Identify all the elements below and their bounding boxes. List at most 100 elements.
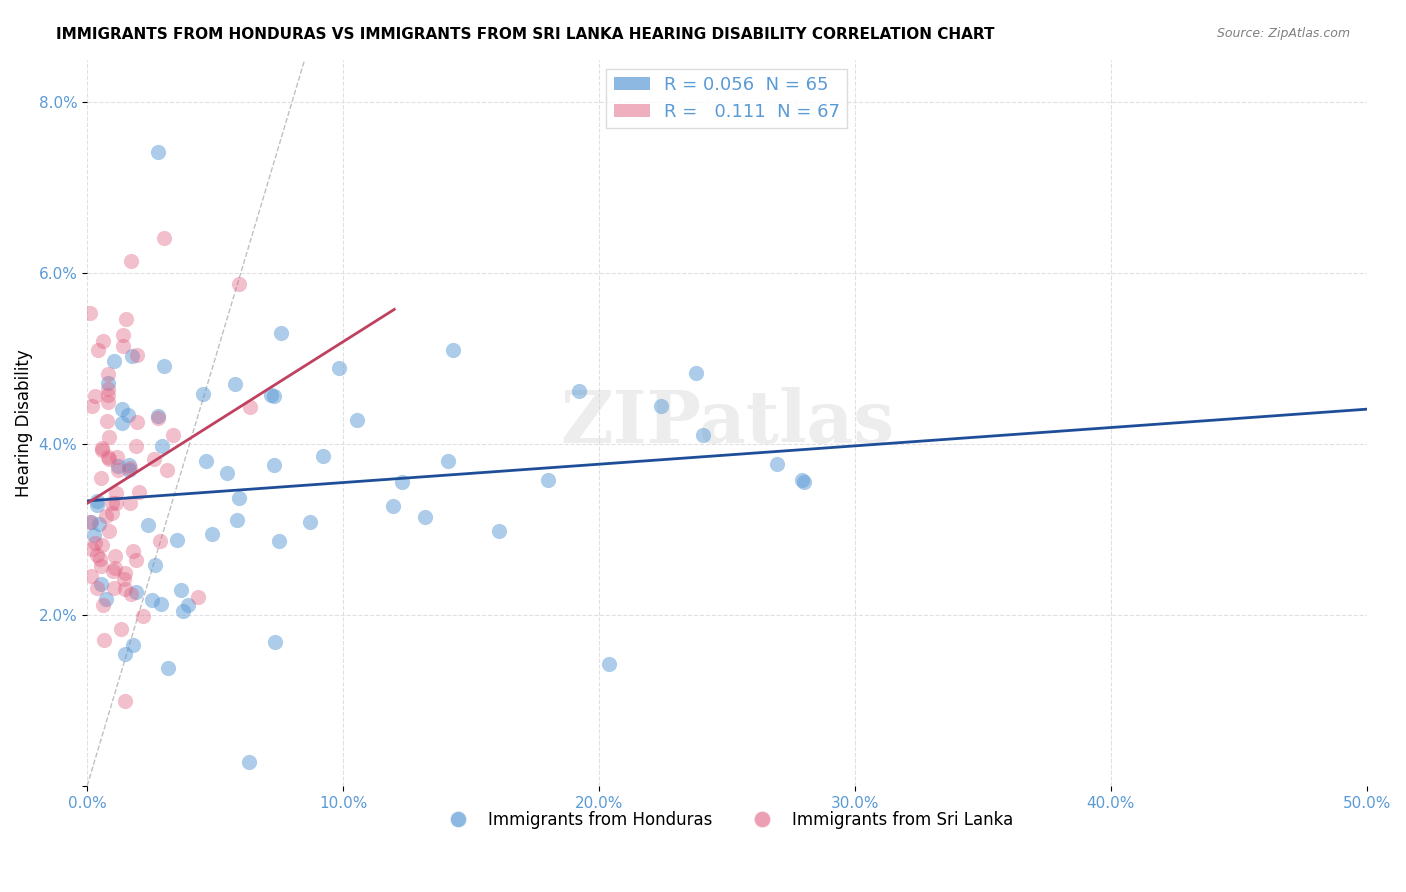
Point — [156, 463, 179, 477]
Point — [91, 441, 114, 455]
Point — [598, 657, 620, 672]
Point — [97, 395, 120, 409]
Point — [121, 638, 143, 652]
Point — [125, 584, 148, 599]
Point — [97, 382, 120, 396]
Point — [90, 539, 112, 553]
Point — [391, 475, 413, 489]
Point — [239, 400, 262, 414]
Point — [114, 311, 136, 326]
Point — [86, 581, 108, 595]
Point — [263, 389, 285, 403]
Point — [264, 634, 287, 648]
Point — [166, 533, 188, 547]
Point — [118, 458, 141, 472]
Point — [96, 414, 118, 428]
Point — [101, 495, 124, 509]
Point — [79, 516, 101, 530]
Point — [86, 494, 108, 508]
Point — [101, 506, 124, 520]
Point — [98, 430, 121, 444]
Point — [120, 460, 142, 475]
Point — [86, 498, 108, 512]
Point — [120, 586, 142, 600]
Point — [114, 566, 136, 580]
Point — [766, 457, 789, 471]
Point — [80, 515, 103, 529]
Point — [685, 366, 707, 380]
Point — [153, 231, 176, 245]
Point — [103, 561, 125, 575]
Text: IMMIGRANTS FROM HONDURAS VS IMMIGRANTS FROM SRI LANKA HEARING DISABILITY CORRELA: IMMIGRANTS FROM HONDURAS VS IMMIGRANTS F… — [56, 27, 994, 42]
Point — [127, 348, 149, 362]
Point — [90, 576, 112, 591]
Point — [111, 402, 134, 417]
Point — [105, 450, 128, 465]
Point — [128, 485, 150, 500]
Point — [270, 326, 292, 340]
Point — [96, 509, 118, 524]
Point — [122, 544, 145, 558]
Point — [150, 597, 173, 611]
Point — [110, 622, 132, 636]
Legend: Immigrants from Honduras, Immigrants from Sri Lanka: Immigrants from Honduras, Immigrants fro… — [434, 805, 1019, 836]
Point — [146, 145, 169, 159]
Point — [793, 475, 815, 489]
Point — [437, 454, 460, 468]
Point — [117, 408, 139, 422]
Point — [125, 438, 148, 452]
Point — [141, 592, 163, 607]
Point — [112, 327, 135, 342]
Point — [150, 439, 173, 453]
Point — [441, 343, 464, 357]
Point — [146, 411, 169, 425]
Point — [79, 306, 101, 320]
Point — [224, 376, 246, 391]
Point — [792, 473, 814, 487]
Point — [226, 513, 249, 527]
Point — [415, 510, 437, 524]
Point — [90, 558, 112, 573]
Point — [260, 388, 283, 402]
Point — [114, 694, 136, 708]
Y-axis label: Hearing Disability: Hearing Disability — [15, 349, 32, 497]
Point — [312, 450, 335, 464]
Point — [112, 572, 135, 586]
Point — [346, 413, 368, 427]
Point — [87, 343, 110, 358]
Point — [93, 632, 115, 647]
Point — [97, 376, 120, 391]
Point — [488, 524, 510, 538]
Point — [107, 462, 129, 476]
Point — [80, 541, 103, 556]
Point — [91, 598, 114, 612]
Point — [152, 359, 174, 374]
Point — [89, 551, 111, 566]
Point — [97, 450, 120, 465]
Point — [191, 386, 214, 401]
Point — [104, 549, 127, 563]
Point — [238, 755, 260, 769]
Point — [228, 277, 250, 291]
Point — [121, 349, 143, 363]
Point — [89, 516, 111, 531]
Point — [114, 647, 136, 661]
Point — [194, 454, 217, 468]
Point — [169, 582, 191, 597]
Point — [83, 389, 105, 403]
Point — [146, 409, 169, 423]
Point — [568, 384, 591, 398]
Point — [89, 470, 111, 484]
Point — [131, 609, 153, 624]
Point — [80, 399, 103, 413]
Point — [83, 535, 105, 549]
Point — [98, 452, 121, 467]
Point — [90, 443, 112, 458]
Text: Source: ZipAtlas.com: Source: ZipAtlas.com — [1216, 27, 1350, 40]
Point — [537, 473, 560, 487]
Point — [143, 558, 166, 573]
Point — [125, 415, 148, 429]
Point — [692, 427, 714, 442]
Point — [111, 417, 134, 431]
Point — [105, 486, 128, 500]
